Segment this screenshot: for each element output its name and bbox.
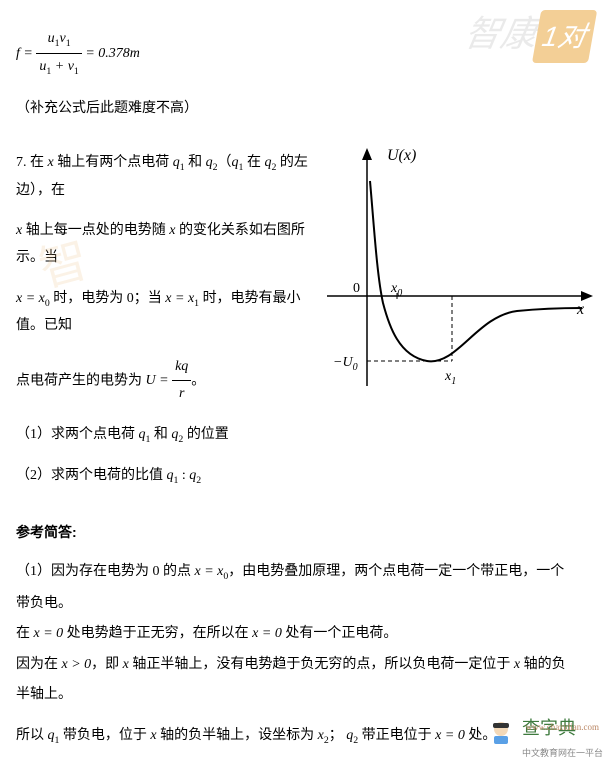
note-line: （补充公式后此题难度不高） <box>16 96 597 123</box>
svg-text:U(x): U(x) <box>387 147 416 164</box>
ans-line5: 半轴上。 <box>16 682 597 709</box>
q7-sub1: （1）求两个点电荷 q1 和 q2 的位置 <box>16 422 317 449</box>
q7-line2: x 轴上每一点处的电势随 x 的变化关系如右图所示。当 <box>16 218 317 271</box>
svg-text:x1: x1 <box>444 369 456 387</box>
formula-focal: f = u1v1 u1 + v1 = 0.378m <box>16 26 597 82</box>
ans-line1: （1）因为存在电势为 0 的点 x = x0，由电势叠加原理，两个点电荷一定一个… <box>16 559 597 586</box>
brand-url: www.chazidian.com <box>526 719 599 736</box>
potential-chart: U(x) x 0 x0 x1 −U0 <box>317 136 597 504</box>
q7-line1: 7. 在 x 轴上有两个点电荷 q1 和 q2（q1 在 q2 的左边），在 <box>16 150 317 204</box>
ans-line3: 在 x = 0 处电势趋于正无穷，在所以在 x = 0 处有一个正电荷。 <box>16 621 597 648</box>
svg-text:x: x <box>576 301 584 318</box>
q7-line4: 点电荷产生的电势为 U = kqr。 <box>16 354 317 408</box>
svg-text:0: 0 <box>353 281 360 296</box>
brand-sub: 中文教育网在一平台 <box>522 745 603 762</box>
ans-line2: 带负电。 <box>16 591 597 618</box>
svg-text:−U0: −U0 <box>333 355 358 373</box>
mascot-icon <box>486 717 516 756</box>
answer-title: 参考简答: <box>16 519 597 546</box>
q7-sub2: （2）求两个电荷的比值 q1 : q2 <box>16 463 317 490</box>
q7-line3: x = x0 时，电势为 0；当 x = x1 时，电势有最小值。已知 <box>16 286 317 340</box>
ans-line4: 因为在 x > 0，即 x 轴正半轴上，没有电势趋于负无穷的点，所以负电荷一定位… <box>16 652 597 679</box>
